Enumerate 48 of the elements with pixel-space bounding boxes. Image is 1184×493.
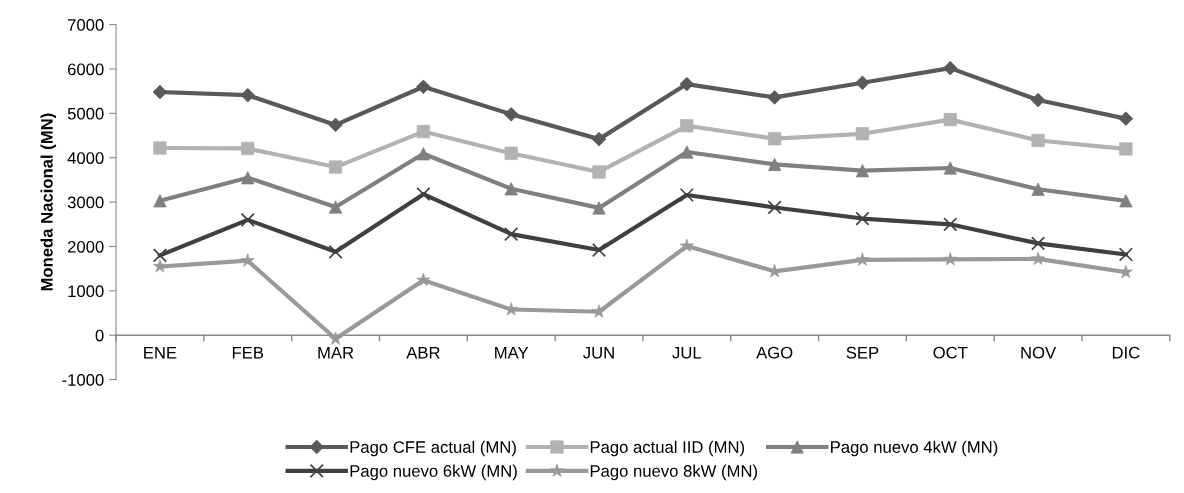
x-tick-label: MAY: [495, 346, 529, 359]
x-tick-label: NOV: [1021, 346, 1057, 359]
legend-label: Pago nuevo 4kW (MN): [831, 440, 998, 457]
point: [1030, 236, 1046, 251]
y-tick-label: 5000: [67, 107, 104, 120]
y-tick-label: 2000: [67, 240, 104, 253]
point: [855, 211, 870, 226]
point: [855, 75, 870, 90]
point: [416, 124, 430, 139]
legend-label: Pago nuevo 8kW (MN): [590, 464, 757, 481]
point: [591, 242, 607, 258]
legend-label: Pago CFE actual (MN): [350, 440, 516, 457]
y-tick-label: 7000: [68, 19, 104, 31]
y-tick-label: 1000: [68, 285, 104, 298]
x-tick-label: ABR: [406, 346, 440, 359]
x-tick-label: MAR: [318, 346, 354, 359]
y-tick-label: 4000: [67, 152, 104, 164]
x-tick-label: OCT: [933, 346, 968, 359]
x-tick-label: AGO: [756, 346, 793, 359]
point: [504, 226, 519, 242]
y-tick-label: 3000: [67, 196, 104, 209]
y-tick-label: -1000: [62, 374, 104, 386]
y-tick-label: 6000: [68, 63, 104, 76]
point: [240, 212, 255, 227]
point: [241, 141, 255, 156]
y-tick-label: 0: [95, 329, 104, 342]
point: [1118, 111, 1134, 126]
x-tick-label: FEB: [232, 346, 264, 359]
point: [943, 113, 957, 127]
point: [152, 248, 168, 263]
point: [504, 146, 518, 160]
legend-label: Pago nuevo 6kW (MN): [350, 464, 517, 481]
y-axis-title: Moneda Nacional (MN): [40, 113, 57, 291]
point: [328, 160, 343, 174]
point: [1031, 133, 1045, 148]
x-tick-label: ENE: [144, 346, 177, 359]
x-tick-label: SEP: [846, 346, 879, 359]
point: [1118, 247, 1133, 262]
legend-label: Pago actual IID (MN): [590, 440, 745, 457]
point: [855, 164, 870, 178]
x-tick-label: JUN: [583, 346, 614, 359]
point: [943, 217, 958, 232]
x-tick-label: DIC: [1112, 346, 1140, 359]
x-tick-label: JUL: [672, 346, 702, 359]
point: [679, 187, 694, 203]
point: [416, 187, 431, 202]
point: [328, 244, 343, 259]
point: [767, 200, 782, 215]
